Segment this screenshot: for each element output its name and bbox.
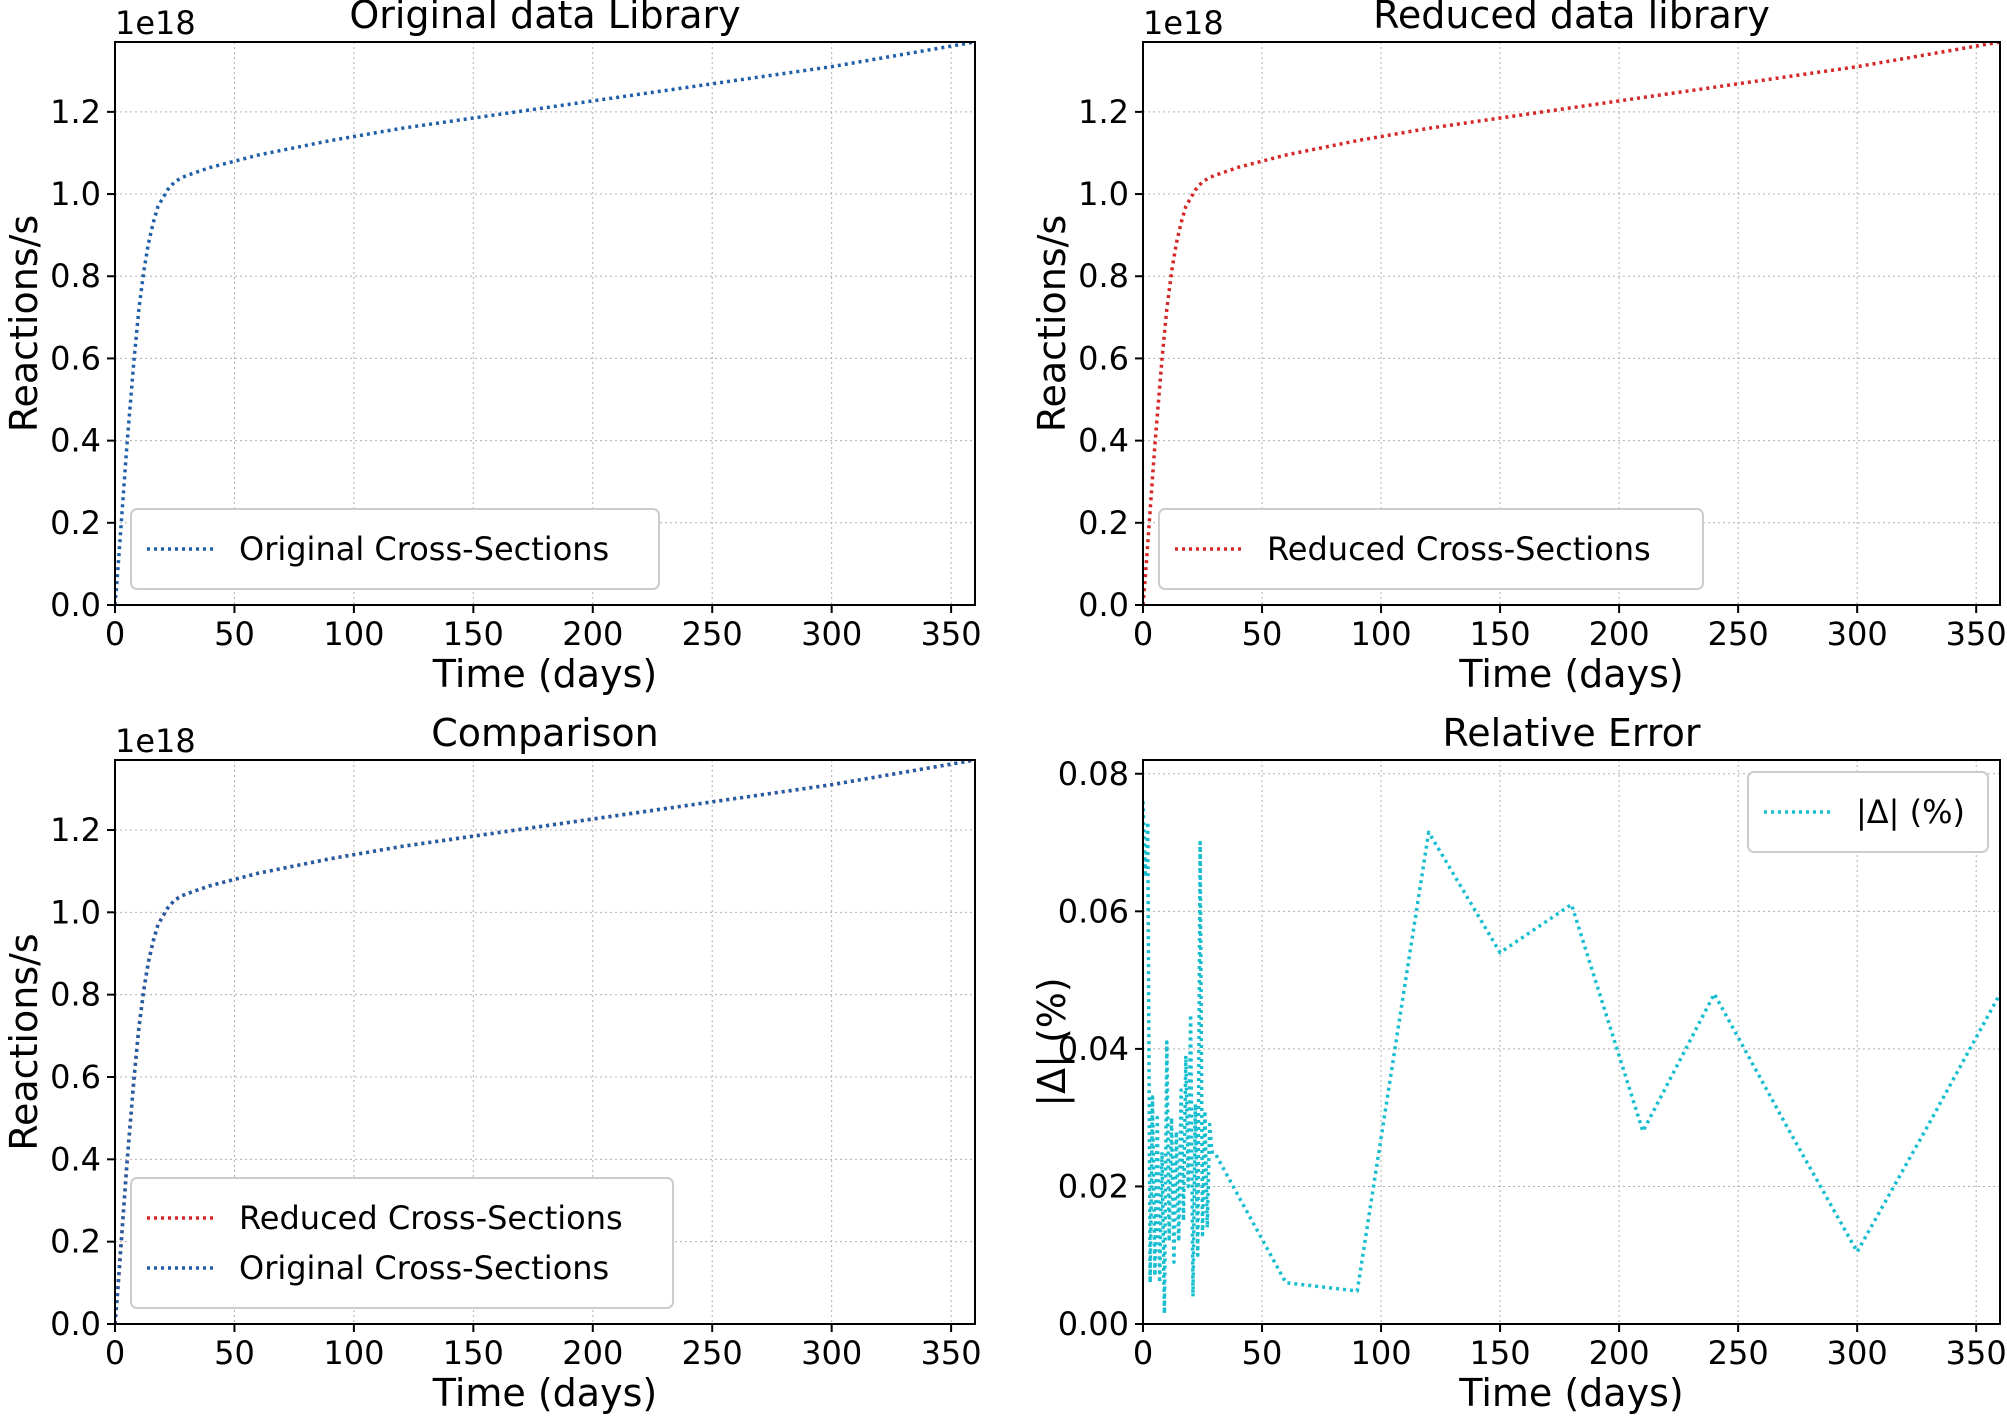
y-tick-label: 0.6: [50, 339, 101, 377]
x-tick-label: 100: [1351, 1334, 1412, 1372]
y-offset-text: 1e18: [115, 722, 196, 760]
y-axis-label: Reactions/s: [1030, 215, 1074, 432]
x-tick-label: 100: [323, 615, 384, 653]
x-tick-label: 250: [1708, 1334, 1769, 1372]
chart-title: Comparison: [431, 711, 659, 755]
x-tick-label: 150: [443, 615, 504, 653]
x-tick-label: 300: [801, 615, 862, 653]
x-tick-label: 350: [921, 615, 982, 653]
x-tick-label: 250: [682, 1334, 743, 1372]
x-tick-label: 250: [1708, 615, 1769, 653]
plot-frame: [1142, 41, 2001, 606]
x-tick-label: 150: [1470, 1334, 1531, 1372]
x-tick-label: 0: [1133, 1334, 1153, 1372]
x-axis-label: Time (days): [432, 652, 657, 696]
x-tick-label: 200: [1589, 615, 1650, 653]
legend-label: Reduced Cross-Sections: [1267, 530, 1651, 568]
y-tick-label: 0.0: [50, 586, 101, 624]
y-tick-label: 0.06: [1058, 892, 1129, 930]
y-tick-label: 0.8: [50, 976, 101, 1014]
y-tick-label: 1.0: [50, 175, 101, 213]
x-tick-label: 0: [1133, 615, 1153, 653]
y-tick-label: 0.08: [1058, 755, 1129, 793]
x-tick-label: 50: [214, 615, 255, 653]
y-axis-label: |Δ| (%): [1030, 977, 1075, 1106]
x-tick-label: 350: [1946, 1334, 2007, 1372]
y-tick-label: 0.2: [1078, 504, 1129, 542]
x-tick-label: 100: [1351, 615, 1412, 653]
y-tick-label: 0.0: [50, 1305, 101, 1343]
legend-box: [130, 1177, 674, 1309]
y-tick-label: 0.4: [50, 1140, 101, 1178]
y-axis-label: Reactions/s: [2, 215, 46, 432]
x-tick-label: 200: [1589, 1334, 1650, 1372]
x-tick-label: 0: [105, 615, 125, 653]
chart-panel-original: 0 50 100 150 200 250 300 350 0.0 0.2 0.4 0.6 0.8 1.0 1…: [2, 0, 982, 696]
x-axis-label: Time (days): [432, 1371, 657, 1415]
legend-box: [1158, 508, 1704, 590]
chart-title: Reduced data library: [1373, 0, 1770, 37]
legend: Reduced Cross-Sections Original Cross-Sec…: [130, 1177, 674, 1309]
legend-box: [130, 508, 660, 590]
y-tick-label: 0.0: [1078, 586, 1129, 624]
x-tick-label: 200: [562, 1334, 623, 1372]
x-tick-label: 300: [1827, 615, 1888, 653]
plot-frame: [114, 759, 976, 1325]
x-tick-label: 300: [801, 1334, 862, 1372]
y-tick-label: 1.0: [50, 893, 101, 931]
legend-label: Original Cross-Sections: [239, 530, 609, 568]
x-tick-label: 50: [1242, 615, 1283, 653]
y-tick-label: 0.4: [1078, 422, 1129, 460]
y-tick-label: 0.00: [1058, 1305, 1129, 1343]
y-tick-label: 1.0: [1078, 175, 1129, 213]
y-offset-text: 1e18: [1143, 4, 1224, 42]
legend: |Δ| (%): [1747, 771, 1989, 853]
y-tick-label: 0.8: [1078, 257, 1129, 295]
chart-panel-reduced: 0 50 100 150 200 250 300 350 0.0 0.2 0.4 0.6 0.8 1.0 1…: [1030, 0, 2007, 696]
x-tick-label: 150: [443, 1334, 504, 1372]
legend-label: Reduced Cross-Sections: [239, 1199, 623, 1237]
y-tick-label: 0.2: [50, 504, 101, 542]
plot-frame: [1142, 759, 2001, 1325]
chart-title: Relative Error: [1443, 711, 1701, 755]
y-tick-label: 0.04: [1058, 1030, 1129, 1068]
x-tick-label: 200: [562, 615, 623, 653]
x-tick-label: 300: [1827, 1334, 1888, 1372]
x-tick-label: 50: [214, 1334, 255, 1372]
y-axis-label: Reactions/s: [2, 933, 46, 1150]
x-tick-label: 100: [323, 1334, 384, 1372]
y-tick-label: 0.02: [1058, 1167, 1129, 1205]
legend: Reduced Cross-Sections: [1158, 508, 1704, 590]
chart-panel-relative-error: 0 50 100 150 200 250 300 350 0.00 0.02 0.04 0.06 0.0…: [1030, 711, 2007, 1415]
legend-box: [1747, 771, 1989, 853]
y-tick-label: 0.6: [50, 1058, 101, 1096]
x-tick-label: 0: [105, 1334, 125, 1372]
y-tick-label: 0.2: [50, 1223, 101, 1261]
plot-frame: [114, 41, 976, 606]
series-line-1: [1143, 801, 2000, 1316]
y-tick-label: 0.4: [50, 422, 101, 460]
x-tick-label: 350: [1946, 615, 2007, 653]
x-axis-label: Time (days): [1458, 652, 1683, 696]
y-tick-label: 1.2: [50, 93, 101, 131]
x-tick-label: 150: [1470, 615, 1531, 653]
y-offset-text: 1e18: [115, 4, 196, 42]
series-line-1: [115, 42, 975, 605]
x-tick-label: 350: [921, 1334, 982, 1372]
x-tick-label: 50: [1242, 1334, 1283, 1372]
chart-title: Original data Library: [349, 0, 740, 37]
legend-label: |Δ| (%): [1856, 793, 1965, 831]
legend: Original Cross-Sections: [130, 508, 660, 590]
y-tick-label: 0.8: [50, 257, 101, 295]
x-axis-label: Time (days): [1458, 1371, 1683, 1415]
legend-label: Original Cross-Sections: [239, 1249, 609, 1287]
chart-panel-comparison: 0 50 100 150 200 250 300 350 0.0 0.2 0.4 0.6 0.8 1.0 1…: [2, 711, 982, 1415]
y-tick-label: 1.2: [50, 811, 101, 849]
x-tick-label: 250: [682, 615, 743, 653]
y-tick-label: 0.6: [1078, 339, 1129, 377]
series-line-1: [1143, 42, 2000, 605]
y-tick-label: 1.2: [1078, 93, 1129, 131]
